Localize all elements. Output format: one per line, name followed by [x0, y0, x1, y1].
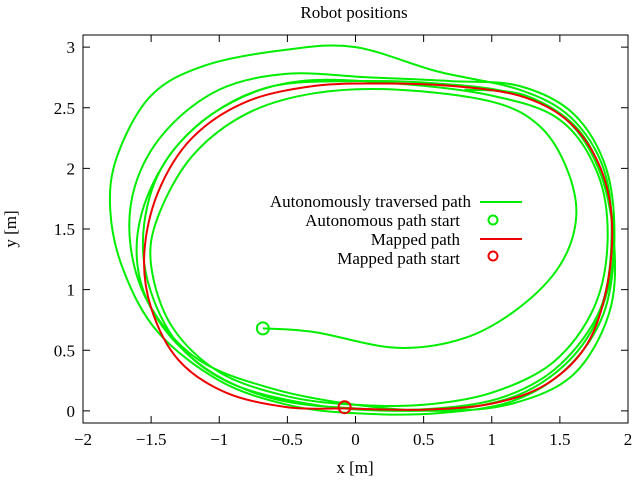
y-tick-label: 2.5 — [54, 99, 75, 118]
legend-label-auto-start: Autonomous path start — [305, 211, 460, 230]
legend-label-mapped: Mapped path — [371, 230, 461, 249]
x-tick-label: 0.5 — [413, 430, 434, 449]
y-tick-label: 1.5 — [54, 220, 75, 239]
x-tick-label: −1 — [210, 430, 228, 449]
y-tick-label: 3 — [67, 38, 76, 57]
x-tick-label: −2 — [74, 430, 92, 449]
series-line-mapped-path — [143, 82, 614, 411]
x-axis-label: x [m] — [336, 458, 373, 477]
legend-swatch-mapped-start — [487, 250, 499, 262]
x-tick-label: 0 — [351, 430, 360, 449]
x-tick-label: 2 — [624, 430, 633, 449]
legend-label-mapped-start: Mapped path start — [337, 249, 460, 268]
y-tick-label: 0.5 — [54, 341, 75, 360]
legend: Autonomously traversed path Autonomous p… — [270, 192, 522, 268]
y-tick-label: 1 — [67, 281, 76, 300]
marker-mapped-path-start — [337, 400, 352, 415]
y-axis: 0 0.5 1 1.5 2 2.5 3 — [54, 38, 628, 421]
x-tick-label: 1 — [488, 430, 497, 449]
x-tick-label: 1.5 — [549, 430, 570, 449]
y-axis-label: y [m] — [1, 210, 20, 247]
chart-title: Robot positions — [300, 3, 407, 22]
y-tick-label: 2 — [67, 159, 76, 178]
x-axis: −2 −1.5 −1 −0.5 0 0.5 1 1.5 2 — [74, 35, 632, 449]
x-tick-label: −0.5 — [272, 430, 303, 449]
legend-swatch-auto-start — [487, 214, 499, 226]
x-tick-label: −1.5 — [136, 430, 167, 449]
marker-autonomous-path-start — [255, 321, 270, 336]
legend-label-traversed: Autonomously traversed path — [270, 192, 472, 211]
series-layer — [108, 44, 617, 416]
series-line-autonomously-traversed-path — [108, 44, 617, 416]
y-tick-label: 0 — [67, 402, 76, 421]
